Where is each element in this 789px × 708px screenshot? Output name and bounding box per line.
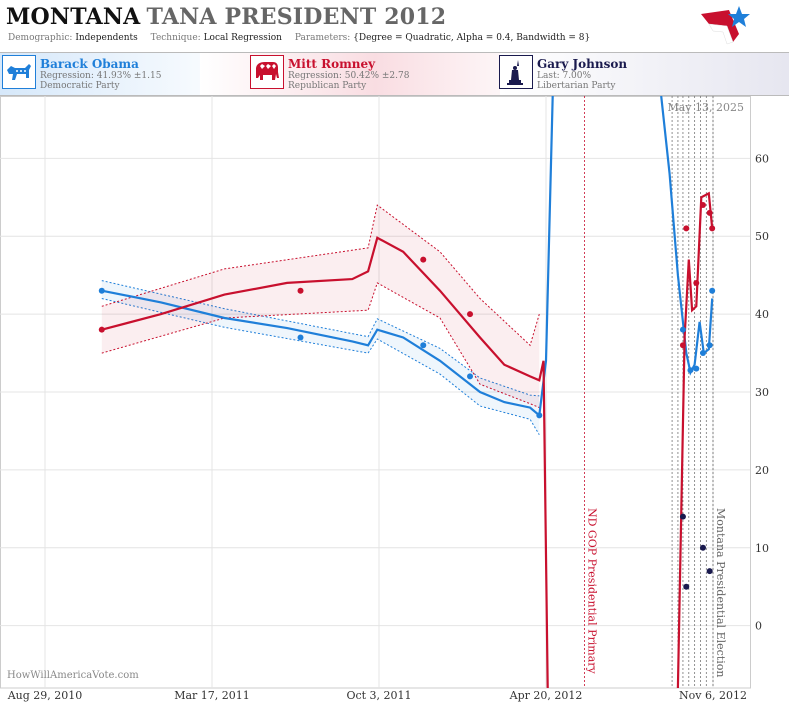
candidate-party: Democratic Party	[40, 81, 120, 91]
poll-point	[679, 513, 686, 520]
site-logo[interactable]	[699, 4, 751, 46]
poll-point	[679, 326, 686, 333]
poll-point	[693, 365, 700, 372]
poll-point	[706, 342, 713, 349]
state-title: MONTANA	[6, 4, 141, 30]
x-tick-label: Aug 29, 2010	[7, 689, 83, 702]
statue-of-liberty-icon	[499, 55, 533, 89]
candidate-name: Mitt Romney	[288, 57, 376, 71]
poll-point	[420, 342, 427, 349]
y-tick-label: 10	[755, 542, 769, 555]
trend-line	[101, 95, 554, 418]
y-tick-label: 30	[755, 386, 769, 399]
confidence-band	[101, 205, 540, 408]
x-tick-label: Mar 17, 2011	[174, 689, 250, 702]
late-trend-line	[676, 191, 714, 689]
technique-label: Technique:	[150, 33, 201, 43]
late-trend-line	[660, 95, 714, 376]
axes: Aug 29, 2010 Mar 17, 2011 Oct 3, 2011 Apr 2…	[7, 152, 769, 702]
poll-trend-chart[interactable]: ND GOP Presidential Primary Montana Presi…	[0, 95, 789, 704]
parameters-value[interactable]: {Degree = Quadratic, Alpha = 0.4, Bandwi…	[353, 33, 591, 43]
parameters-label: Parameters:	[294, 33, 351, 43]
poll-point	[467, 311, 474, 318]
technique-value[interactable]: Local Regression	[203, 33, 282, 43]
y-tick-label: 40	[755, 308, 769, 321]
poll-point	[699, 202, 706, 209]
poll-point	[706, 209, 713, 216]
poll-point	[687, 367, 694, 374]
race-title: TANA PRESIDENT 2012	[146, 4, 447, 30]
watermark: HowWillAmericaVote.com	[7, 670, 139, 681]
poll-point	[699, 350, 706, 357]
poll-point	[297, 287, 304, 294]
candidate-stat: Last: 7.00%	[537, 71, 592, 81]
chart-area: ND GOP Presidential Primary Montana Presi…	[0, 95, 789, 704]
confidence-bands	[101, 204, 540, 436]
poll-point	[699, 544, 706, 551]
y-tick-label: 0	[755, 620, 762, 633]
poll-point	[98, 287, 105, 294]
x-tick-label: Nov 6, 2012	[679, 689, 747, 702]
x-tick-label: Apr 20, 2012	[509, 689, 583, 702]
chart-grid	[0, 96, 751, 689]
poll-point	[297, 334, 304, 341]
candidate-party: Libertarian Party	[537, 81, 616, 91]
event-label: Montana Presidential Election	[714, 508, 727, 677]
poll-point	[709, 225, 716, 232]
poll-point	[693, 279, 700, 286]
candidate-stat: Regression: 50.42% ±2.78	[288, 71, 410, 81]
x-tick-label: Oct 3, 2011	[346, 689, 411, 702]
poll-point	[683, 225, 690, 232]
poll-point	[420, 256, 427, 263]
trend-line	[101, 236, 549, 689]
poll-points	[98, 202, 716, 590]
candidate-stat: Regression: 41.93% ±1.15	[40, 71, 162, 81]
upper-bound-line	[101, 204, 540, 347]
candidate-party: Republican Party	[288, 81, 367, 91]
event-markers: ND GOP Presidential Primary Montana Presi…	[584, 96, 727, 688]
candidate-bar: Barack Obama Regression: 41.93% ±1.15 De…	[0, 52, 789, 96]
poll-point	[709, 287, 716, 294]
poll-point	[679, 342, 686, 349]
poll-point	[467, 373, 474, 380]
parameters-line: Demographic: Independents Technique: Loc…	[8, 33, 600, 43]
lower-bound-line	[101, 298, 540, 436]
event-label: ND GOP Presidential Primary	[585, 508, 598, 675]
demographic-label: Demographic:	[8, 33, 73, 43]
poll-point	[683, 583, 690, 590]
date-label: May 13, 2025	[667, 101, 744, 114]
page-title: MONTANA TANA PRESIDENT 2012	[6, 4, 446, 30]
demographic-value[interactable]: Independents	[75, 33, 138, 43]
header: MONTANA TANA PRESIDENT 2012 Demographic: …	[0, 0, 789, 52]
y-tick-label: 60	[755, 152, 769, 165]
poll-point	[706, 568, 713, 575]
candidate-name: Barack Obama	[40, 57, 139, 71]
lower-bound-line	[101, 282, 540, 409]
donkey-icon	[2, 55, 36, 89]
candidate-name: Gary Johnson	[537, 57, 628, 71]
poll-point	[536, 412, 543, 419]
confidence-band	[101, 280, 540, 435]
elephant-icon	[250, 55, 284, 89]
poll-point	[98, 326, 105, 333]
y-tick-label: 20	[755, 464, 769, 477]
y-tick-label: 50	[755, 230, 769, 243]
